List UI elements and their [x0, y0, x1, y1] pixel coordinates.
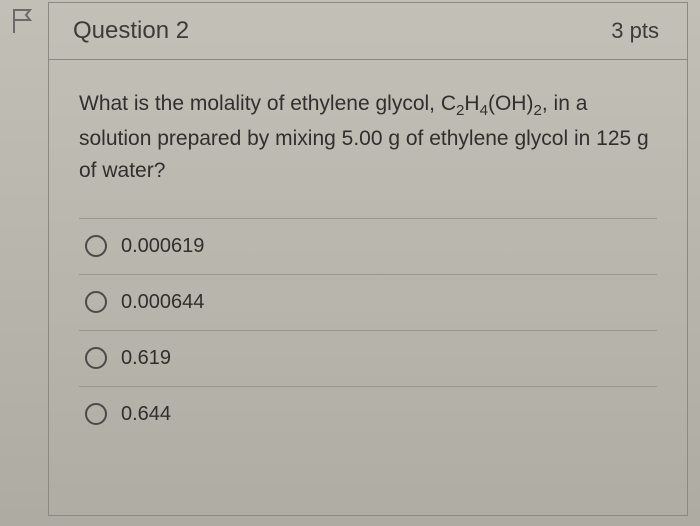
- answer-choice[interactable]: 0.000619: [79, 218, 657, 274]
- radio-icon[interactable]: [85, 347, 107, 369]
- answer-choice[interactable]: 0.644: [79, 386, 657, 442]
- choice-label: 0.000619: [121, 235, 204, 258]
- radio-icon[interactable]: [85, 403, 107, 425]
- answer-choices: 0.000619 0.000644 0.619 0.644: [79, 218, 657, 442]
- answer-choice[interactable]: 0.000644: [79, 274, 657, 330]
- radio-icon[interactable]: [85, 291, 107, 313]
- question-header: Question 2 3 pts: [49, 3, 687, 60]
- choice-label: 0.644: [121, 403, 171, 426]
- question-body: What is the molality of ethylene glycol,…: [49, 60, 687, 452]
- question-title: Question 2: [73, 17, 189, 45]
- prompt-text: H: [464, 92, 479, 115]
- quiz-screenshot: Question 2 3 pts What is the molality of…: [0, 0, 700, 526]
- subscript: 2: [533, 102, 541, 119]
- flag-icon[interactable]: [8, 6, 36, 36]
- question-card: Question 2 3 pts What is the molality of…: [48, 2, 688, 516]
- choice-label: 0.619: [121, 347, 171, 370]
- prompt-text: What is the molality of ethylene glycol,…: [79, 92, 456, 115]
- choice-label: 0.000644: [121, 291, 204, 314]
- subscript: 4: [480, 102, 488, 119]
- question-prompt: What is the molality of ethylene glycol,…: [79, 88, 657, 188]
- radio-icon[interactable]: [85, 235, 107, 257]
- question-points: 3 pts: [611, 18, 659, 44]
- prompt-text: (OH): [488, 92, 534, 115]
- answer-choice[interactable]: 0.619: [79, 330, 657, 386]
